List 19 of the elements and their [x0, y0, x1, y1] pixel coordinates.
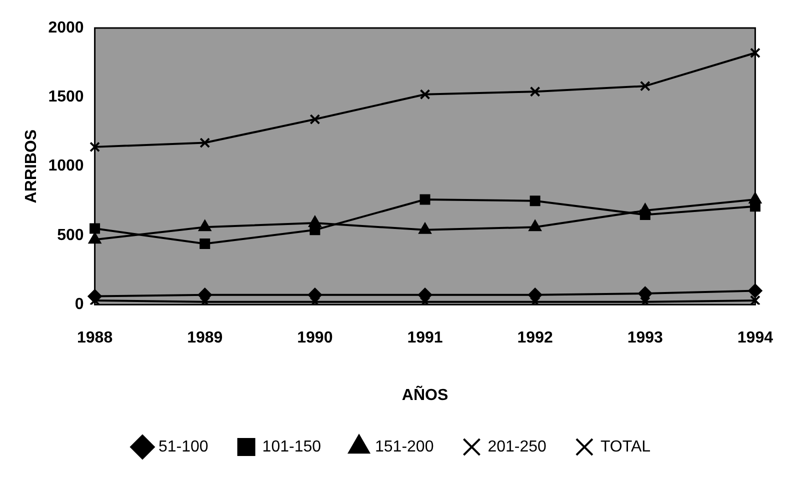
y-tick-label: 0 [74, 296, 84, 314]
x-tick-label: 1991 [407, 330, 443, 347]
legend-label: 151-200 [375, 438, 434, 456]
y-tick-label: 1000 [48, 158, 84, 175]
x-tick-label: 1992 [517, 330, 553, 347]
x-tick-label: 1988 [76, 330, 113, 347]
x-axis-title: AÑOS [402, 384, 448, 404]
y-tick-label: 500 [57, 226, 84, 244]
legend-label: 201-250 [488, 438, 547, 456]
x-tick-label: 1993 [627, 330, 664, 347]
x-tick-label: 1989 [187, 330, 223, 347]
y-tick-label: 2000 [48, 19, 84, 36]
x-tick-label: 1990 [297, 330, 333, 347]
legend-label: TOTAL [600, 438, 651, 456]
legend-label: 101-150 [262, 438, 322, 456]
legend-label: 51-100 [158, 438, 208, 456]
y-tick-label: 1500 [48, 88, 84, 106]
y-axis-title: ARRIBOS [23, 129, 40, 204]
x-tick-label: 1994 [737, 330, 774, 347]
